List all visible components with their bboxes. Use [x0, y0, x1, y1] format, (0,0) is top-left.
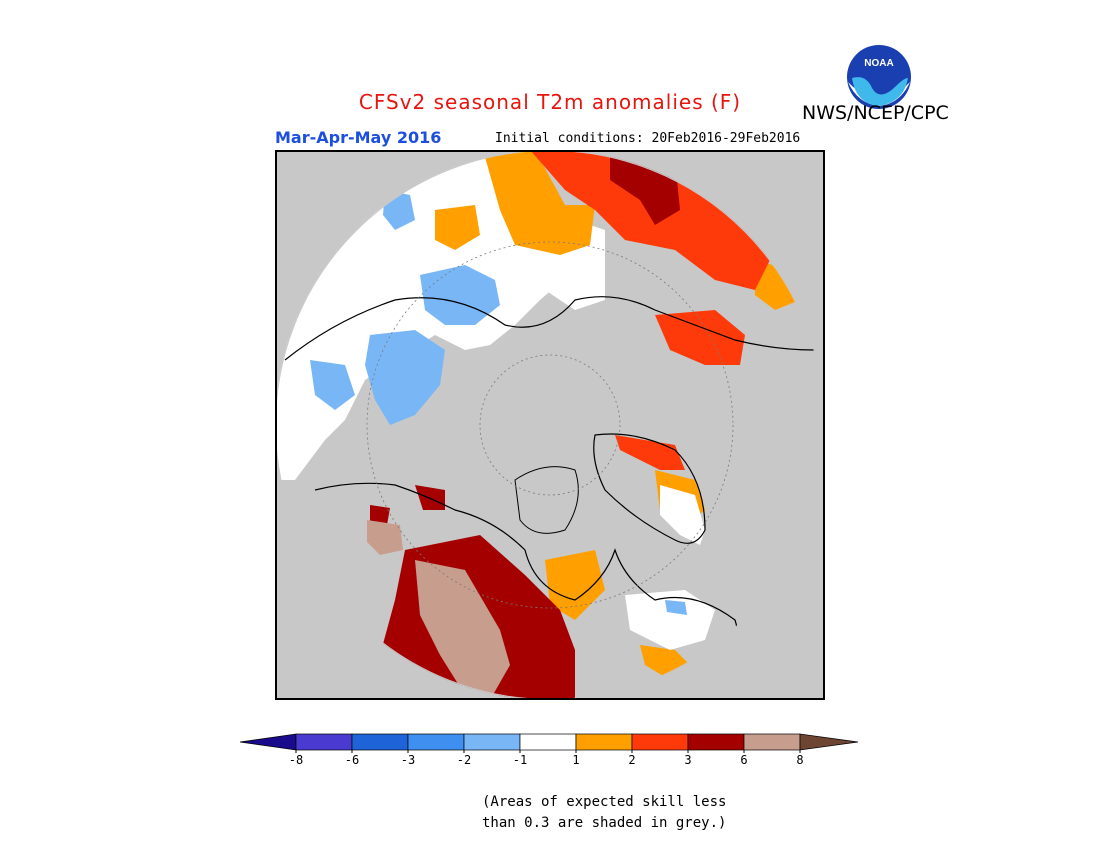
initial-conditions-label: Initial conditions: 20Feb2016-29Feb2016 [495, 131, 801, 146]
region-darkred-alaska-west [370, 505, 390, 525]
legend-tick-label: -2 [457, 753, 471, 767]
region-brown-alaska [367, 520, 403, 555]
legend-tick-label: 2 [628, 753, 635, 767]
region-orange-small-europe [435, 205, 480, 250]
legend-bar-segments [239, 733, 859, 751]
region-blue-western-europe [365, 330, 445, 425]
svg-text:NOAA: NOAA [864, 58, 893, 69]
legend-tick-label: -3 [401, 753, 415, 767]
anomaly-map [275, 150, 825, 700]
legend-arrow-high [799, 733, 859, 751]
region-red-arctic-coast [615, 435, 685, 470]
organization-label: NWS/NCEP/CPC [802, 102, 949, 124]
coastline-greenland [593, 433, 706, 544]
legend-color-box [519, 733, 577, 751]
legend-tick-label: -1 [513, 753, 527, 767]
region-brown-yukon [415, 560, 510, 700]
legend-tick-label: -6 [345, 753, 359, 767]
season-label: Mar-Apr-May 2016 [275, 128, 442, 147]
legend-tick-labels: -8 -6 -3 -2 -1 1 2 3 6 8 [289, 750, 804, 767]
region-red-east-siberia [655, 310, 745, 365]
map-frame [275, 150, 825, 700]
legend-tick-label: -8 [289, 753, 303, 767]
legend-color-box [463, 733, 521, 751]
skill-note-line1: (Areas of expected skill less [482, 794, 727, 810]
color-legend: -8 -6 -3 -2 -1 1 2 3 6 8 [239, 733, 859, 767]
region-blue-labrador [665, 600, 687, 615]
title: CFSv2 seasonal T2m anomalies (F) [358, 90, 742, 114]
skill-note-line2: than 0.3 are shaded in grey.) [482, 815, 727, 831]
region-orange-hudson [545, 550, 605, 620]
region-white-labrador [625, 590, 715, 650]
region-darkred-alaska-north [415, 485, 445, 510]
skill-note: (Areas of expected skill less than 0.3 a… [482, 792, 726, 834]
legend-color-box [743, 733, 801, 751]
coastline-north-america [314, 482, 739, 681]
noaa-logo: NOAA [847, 45, 911, 109]
region-orange-russia-west [483, 150, 595, 255]
legend-color-box [295, 733, 353, 751]
legend-tick-label: 3 [684, 753, 691, 767]
region-white-greenland [660, 485, 705, 545]
legend-color-box [351, 733, 409, 751]
coastline-arctic-islands [514, 466, 579, 534]
legend-color-box [407, 733, 465, 751]
legend-color-box [631, 733, 689, 751]
coastline-eurasia [284, 296, 816, 361]
legend-color-box [687, 733, 745, 751]
legend-color-box [575, 733, 633, 751]
latitude-circle-60 [366, 241, 734, 609]
region-blue-iberia [310, 360, 355, 410]
legend-tick-label: 6 [740, 753, 747, 767]
legend-tick-label: 1 [572, 753, 579, 767]
latitude-circle-80 [479, 354, 621, 496]
legend-tick-label: 8 [796, 753, 803, 767]
legend-arrow-low [239, 733, 297, 751]
